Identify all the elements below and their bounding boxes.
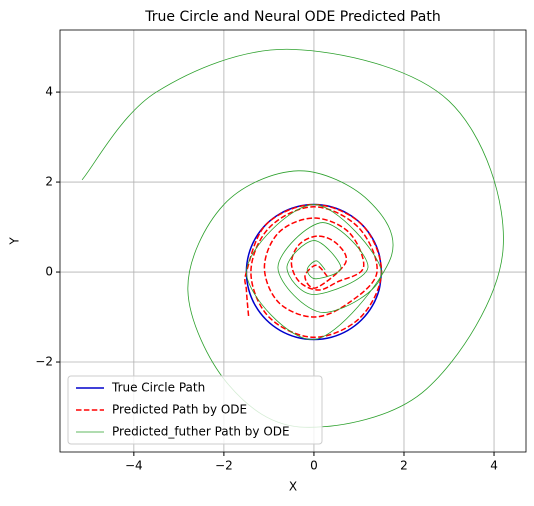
y-axis-label: Y [8,237,22,246]
legend-box [67,375,323,445]
y-tick-label: 2 [45,175,53,189]
x-tick-label: 0 [310,459,318,473]
plot-frame [59,29,527,453]
y-tick-label: 4 [45,85,53,99]
legend-label: Predicted Path by ODE [112,403,247,417]
series-line [244,203,383,339]
y-tick-label: −2 [35,355,53,369]
y-tick-label: 0 [45,265,53,279]
x-tick-label: −2 [215,459,233,473]
x-tick-label: 4 [490,459,498,473]
chart-title: True Circle and Neural ODE Predicted Pat… [144,9,440,25]
x-tick-label: 2 [400,459,408,473]
x-tick-label: −4 [125,459,143,473]
legend-label: Predicted_futher Path by ODE [112,425,290,439]
x-axis-label: X [289,480,297,494]
legend-label: True Circle Path [111,381,205,395]
series-line [81,48,504,428]
